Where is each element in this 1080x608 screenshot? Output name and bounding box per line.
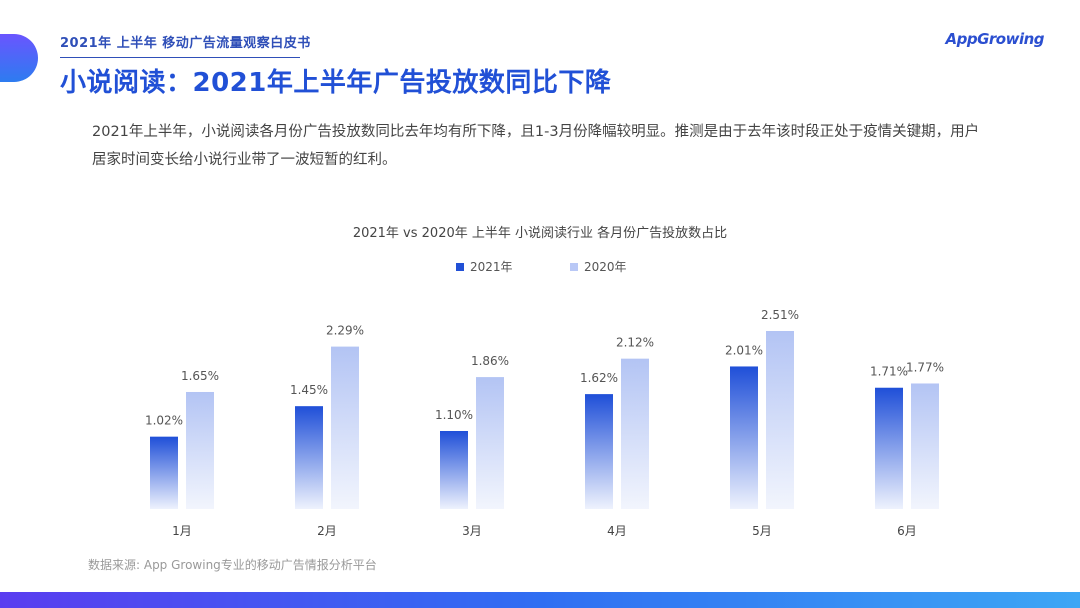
- header-divider: [60, 57, 300, 58]
- x-tick-label-5: 5月: [752, 524, 772, 538]
- data-label-2021-6: 1.71%: [870, 365, 908, 379]
- bar-2020-1: [186, 391, 214, 509]
- data-label-2021-3: 1.10%: [435, 408, 473, 422]
- report-title: 2021年 上半年 移动广告流量观察白皮书: [60, 36, 311, 51]
- data-label-2020-2: 2.29%: [326, 324, 364, 338]
- bar-2021-2: [295, 406, 323, 509]
- bar-2021-1: [150, 436, 178, 509]
- legend-swatch-2021: [456, 262, 464, 271]
- data-label-2020-1: 1.65%: [181, 369, 219, 383]
- legend-label-2021: 2021年: [470, 260, 513, 274]
- bar-2020-2: [331, 346, 359, 509]
- bar-2020-6: [911, 383, 939, 509]
- bar-2020-4: [621, 358, 649, 509]
- data-label-2021-5: 2.01%: [725, 343, 763, 357]
- bar-2020-3: [476, 377, 504, 509]
- x-tick-label-6: 6月: [897, 524, 917, 538]
- page-title: 小说阅读：2021年上半年广告投放数同比下降: [60, 68, 612, 98]
- x-tick-label-2: 2月: [317, 524, 337, 538]
- bar-2021-6: [875, 387, 903, 509]
- data-source-note: 数据来源: App Growing专业的移动广告情报分析平台: [88, 558, 377, 572]
- description-text: 2021年上半年，小说阅读各月份广告投放数同比去年均有所下降，且1-3月份降幅较…: [92, 124, 980, 168]
- x-tick-label-4: 4月: [607, 524, 627, 538]
- left-accent-tab: [0, 34, 38, 82]
- data-label-2020-5: 2.51%: [761, 308, 799, 322]
- bar-2021-5: [730, 366, 758, 509]
- legend-label-2020: 2020年: [584, 260, 627, 274]
- data-label-2021-1: 1.02%: [145, 414, 183, 428]
- data-label-2021-4: 1.62%: [580, 371, 618, 385]
- legend-item-2021: 2021年: [456, 258, 513, 275]
- data-label-2021-2: 1.45%: [290, 383, 328, 397]
- x-tick-label-3: 3月: [462, 524, 482, 538]
- bar-2021-3: [440, 430, 468, 509]
- data-label-2020-3: 1.86%: [471, 354, 509, 368]
- chart-title: 2021年 vs 2020年 上半年 小说阅读行业 各月份广告投放数占比: [352, 226, 728, 241]
- bottom-gradient-bar: [0, 592, 1080, 608]
- data-label-2020-6: 1.77%: [906, 360, 944, 374]
- bar-2021-4: [585, 394, 613, 509]
- legend-item-2020: 2020年: [570, 258, 627, 275]
- x-tick-label-1: 1月: [172, 524, 192, 538]
- legend-swatch-2020: [570, 262, 578, 271]
- app-growing-logo: AppGrowing: [945, 30, 1044, 48]
- bar-2020-5: [766, 331, 794, 509]
- data-label-2020-4: 2.12%: [616, 336, 654, 350]
